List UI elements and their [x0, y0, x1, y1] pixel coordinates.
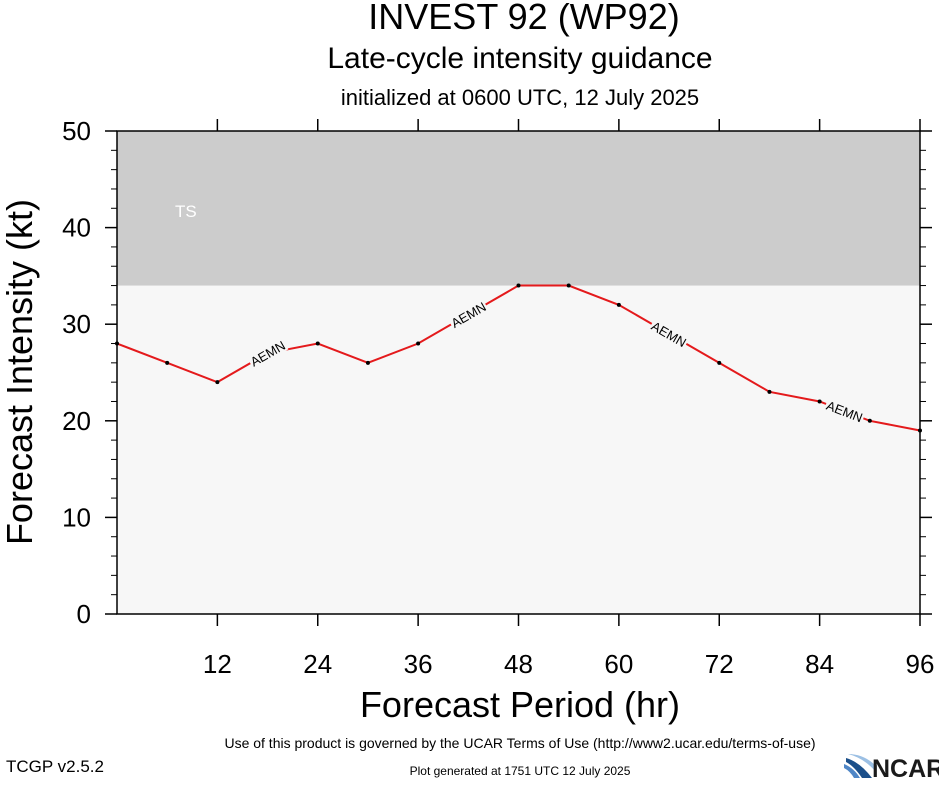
x-tick-label: 48: [504, 649, 533, 679]
x-tick-label: 72: [705, 649, 734, 679]
x-axis-label: Forecast Period (hr): [359, 684, 681, 725]
series-line-label-bg: [648, 317, 690, 350]
y-axis-label: Forecast Intensity (kt): [0, 198, 40, 546]
ncar-logo-text: NCAR: [872, 755, 939, 780]
data-point: [416, 341, 421, 346]
data-point: [717, 360, 722, 365]
data-point: [215, 380, 220, 385]
x-tick-label: 24: [303, 649, 332, 679]
data-point: [918, 428, 922, 433]
x-tick-label: 36: [404, 649, 433, 679]
series-line-label-bg: [246, 337, 289, 370]
data-point: [566, 283, 571, 288]
ncar-logo: NCAR: [842, 752, 939, 783]
y-tick-label: 30: [62, 309, 91, 339]
data-point: [516, 283, 521, 288]
y-tick-label: 0: [77, 599, 91, 629]
data-point: [115, 341, 119, 346]
data-point: [817, 399, 822, 404]
data-point: [315, 341, 320, 346]
data-point: [767, 389, 772, 394]
x-tick-label: 12: [203, 649, 232, 679]
x-tick-label: 60: [604, 649, 633, 679]
version-label: TCGP v2.5.2: [6, 757, 104, 776]
chart-title: INVEST 92 (WP92): [368, 0, 680, 37]
data-point: [165, 360, 170, 365]
y-tick-label: 40: [62, 213, 91, 243]
y-tick-label: 50: [62, 116, 91, 146]
y-tick-label: 20: [62, 406, 91, 436]
series-line-label-bg: [447, 298, 490, 331]
terms-of-use: Use of this product is governed by the U…: [224, 735, 816, 751]
data-point: [616, 302, 621, 307]
x-tick-label: 84: [805, 649, 834, 679]
y-tick-label: 10: [62, 502, 91, 532]
series-line-label-bg: [823, 397, 866, 425]
data-point: [867, 418, 872, 423]
x-tick-label: 96: [906, 649, 935, 679]
initialization-time: initialized at 0600 UTC, 12 July 2025: [340, 85, 700, 110]
data-point: [365, 360, 370, 365]
band-ts: [117, 131, 920, 286]
band-label-ts: TS: [175, 202, 197, 221]
ncar-swoosh-icon: [844, 754, 876, 778]
generated-time: Plot generated at 1751 UTC 12 July 2025: [409, 764, 631, 778]
chart-subtitle: Late-cycle intensity guidance: [327, 42, 713, 75]
